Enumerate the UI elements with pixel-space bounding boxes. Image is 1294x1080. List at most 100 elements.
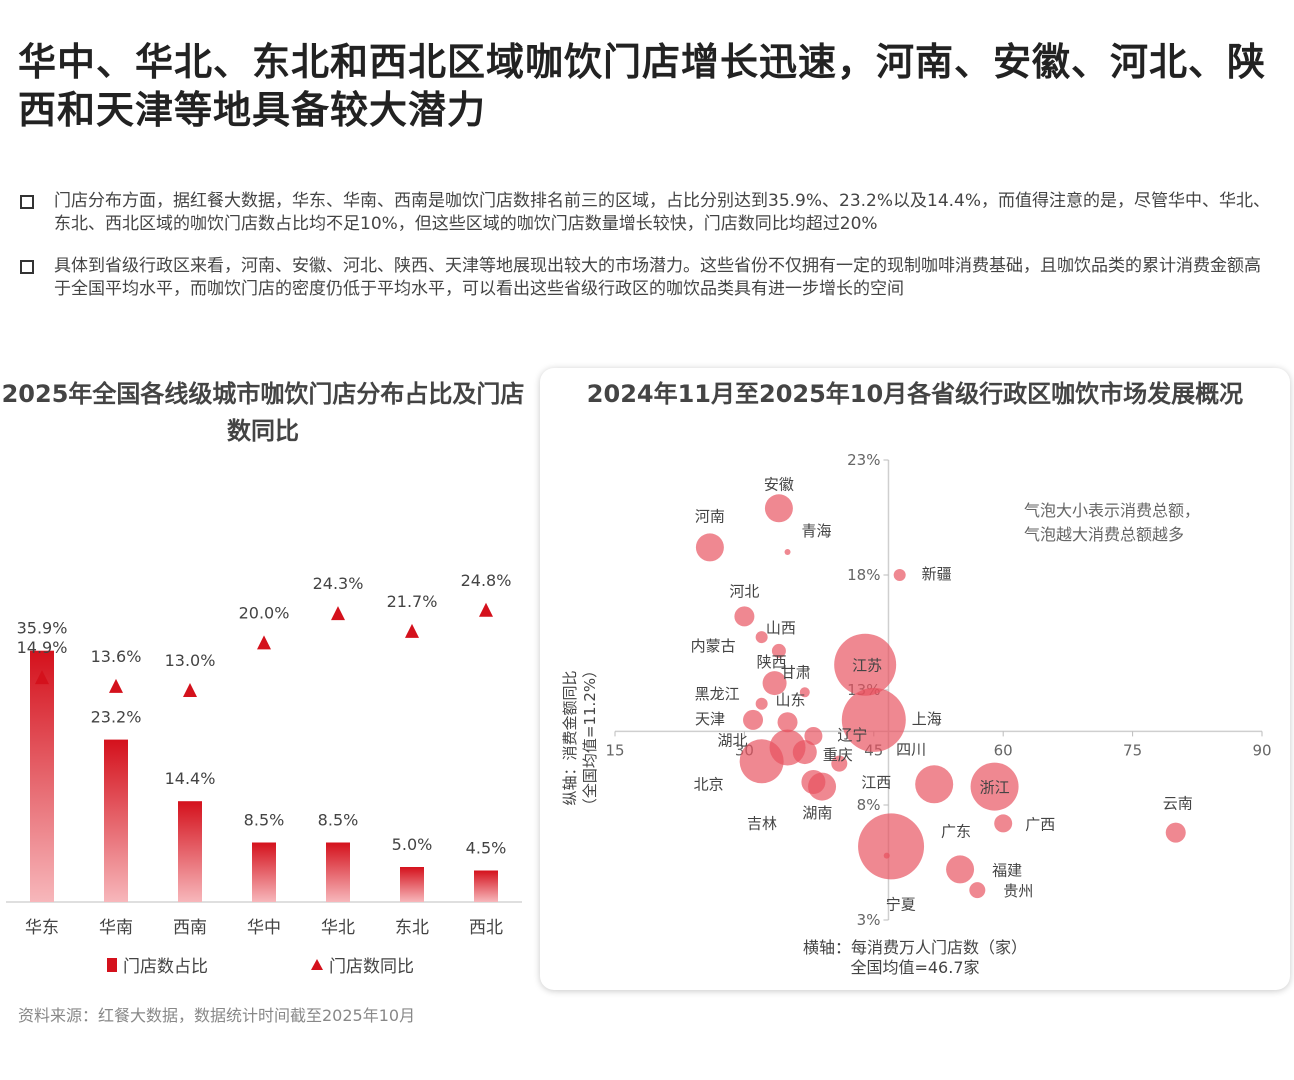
bubble xyxy=(970,762,1019,811)
bubble xyxy=(762,671,787,696)
bubble xyxy=(883,852,890,859)
bubble-label: 山西 xyxy=(766,619,796,637)
marker-value-label: 24.8% xyxy=(461,571,512,590)
bubble-label: 天津 xyxy=(695,710,725,728)
bubble xyxy=(801,770,826,794)
bubble xyxy=(771,643,786,658)
bubble xyxy=(764,494,793,523)
x-tick-label: 75 xyxy=(1123,741,1142,759)
bar xyxy=(326,842,350,902)
bar-value-label: 23.2% xyxy=(91,708,142,727)
bar xyxy=(474,870,498,902)
bar-value-label: 14.4% xyxy=(165,769,216,788)
bubble-label: 浙江 xyxy=(980,779,1010,797)
legend-marker-label: 门店数同比 xyxy=(329,957,414,977)
bubble xyxy=(792,740,817,765)
x-tick-label: 15 xyxy=(605,741,624,759)
bubble xyxy=(777,712,798,733)
bubble-label: 宁夏 xyxy=(886,896,916,914)
x-tick-label: 西南 xyxy=(173,918,207,938)
bubble-chart: 15304560759023%18%13%8%3%安徽青海河南新疆河北内蒙古山西… xyxy=(561,451,1272,977)
bubble-label: 河南 xyxy=(695,507,725,525)
bubble-label: 四川 xyxy=(896,740,926,758)
bubble xyxy=(893,569,906,581)
bubble-label: 北京 xyxy=(694,775,724,793)
bubble-label: 河北 xyxy=(729,582,759,600)
bubble-label: 广西 xyxy=(1025,815,1055,833)
bubble-label: 青海 xyxy=(802,522,832,540)
marker-value-label: 13.0% xyxy=(165,651,216,670)
growth-marker xyxy=(109,678,123,693)
bubble xyxy=(841,687,906,752)
bubble-label: 重庆 xyxy=(823,746,853,764)
bullet-text: 门店分布方面，据红餐大数据，华东、华南、西南是咖饮门店数排名前三的区域，占比分别… xyxy=(54,191,1271,234)
growth-marker xyxy=(479,602,493,617)
bubble-label: 甘肃 xyxy=(781,663,811,681)
bubble-label: 福建 xyxy=(992,861,1022,879)
bar-chart-title: 2025年全国各线级城市咖饮门店分布占比及门店数同比 xyxy=(0,376,526,450)
bubble xyxy=(695,533,724,562)
bar-value-label: 4.5% xyxy=(466,839,507,858)
bubble-chart-title-text: 2024年11月至2025年10月各省级行政区咖饮市场发展概况 xyxy=(586,380,1244,408)
bubble-label: 湖南 xyxy=(802,804,832,822)
source-note: 资料来源：红餐大数据，数据统计时间截至2025年10月 xyxy=(18,1006,416,1025)
y-axis-note: （全国均值=11.2%） xyxy=(581,663,599,813)
y-tick-label: 3% xyxy=(857,911,881,929)
bubble-label: 吉林 xyxy=(747,815,777,833)
y-tick-label: 18% xyxy=(847,566,880,584)
bubble xyxy=(804,727,823,745)
bubble-size-note: 气泡大小表示消费总额， xyxy=(1024,501,1200,520)
bar xyxy=(30,650,54,902)
bubble xyxy=(915,765,954,804)
growth-marker xyxy=(331,606,345,621)
bar xyxy=(400,867,424,902)
marker-value-label: 24.3% xyxy=(313,574,364,593)
legend-item-marker: 门店数同比 xyxy=(311,952,414,977)
bubble xyxy=(1165,822,1186,843)
legend-item-bar: 门店数占比 xyxy=(107,952,208,977)
x-tick-label: 60 xyxy=(994,741,1013,759)
bar-value-label: 8.5% xyxy=(244,811,285,830)
bubble-size-note: 气泡越大消费总额越多 xyxy=(1024,525,1184,544)
bar-value-label: 8.5% xyxy=(318,811,359,830)
x-tick-label: 华北 xyxy=(321,918,355,938)
bar-value-label: 5.0% xyxy=(392,835,433,854)
bubble-label: 江苏 xyxy=(852,657,882,675)
legend-bar-label: 门店数占比 xyxy=(123,957,208,977)
bar xyxy=(252,842,276,902)
marker-value-label: 20.0% xyxy=(239,603,290,622)
bar-chart-title-text: 2025年全国各线级城市咖饮门店分布占比及门店数同比 xyxy=(1,380,525,445)
bubble xyxy=(743,709,764,730)
legend-bar-swatch xyxy=(107,957,117,972)
bubble-label: 安徽 xyxy=(764,475,794,493)
marker-value-label: 14.9% xyxy=(17,638,68,657)
growth-marker xyxy=(35,670,49,685)
bubble xyxy=(799,687,810,698)
x-tick-label: 90 xyxy=(1252,741,1271,759)
marker-value-label: 13.6% xyxy=(91,647,142,666)
y-tick-label: 8% xyxy=(857,796,881,814)
bullet-item: 具体到省级行政区来看，河南、安徽、河北、陕西、天津等地展现出较大的市场潜力。这些… xyxy=(18,255,1276,301)
bubble-label: 上海 xyxy=(912,710,942,728)
bar-chart: 35.9%14.9% 华东 23.2% 13.6% 华南 14.4% 13.0% 西南 8.5%… xyxy=(6,571,522,938)
page-title: 华中、华北、东北和西北区域咖饮门店增长迅速，河南、安徽、河北、陕西和天津等地具备… xyxy=(18,40,1267,132)
bullet-item: 门店分布方面，据红餐大数据，华东、华南、西南是咖饮门店数排名前三的区域，占比分别… xyxy=(18,190,1276,236)
bubble xyxy=(969,882,986,899)
bubble-label: 湖北 xyxy=(718,732,748,750)
legend-triangle-icon xyxy=(311,959,323,970)
bubble-label: 陕西 xyxy=(757,653,787,671)
x-tick-label: 东北 xyxy=(395,918,429,938)
growth-marker xyxy=(257,635,271,650)
bubble xyxy=(994,814,1013,833)
bubble-label: 辽宁 xyxy=(837,726,867,744)
bullet-list: 门店分布方面，据红餐大数据，华东、华南、西南是咖饮门店数排名前三的区域，占比分别… xyxy=(18,190,1276,320)
bubble xyxy=(946,855,975,884)
y-axis-title: 纵轴：消费金额同比 xyxy=(561,670,579,805)
bubble-label: 云南 xyxy=(1163,795,1193,813)
bar xyxy=(104,739,128,902)
bubble-label: 新疆 xyxy=(922,565,952,583)
bubble xyxy=(834,633,897,696)
bubble-label: 黑龙江 xyxy=(695,685,740,703)
bubble-chart-title: 2024年11月至2025年10月各省级行政区咖饮市场发展概况 xyxy=(540,376,1290,413)
bubble-label: 贵州 xyxy=(1003,882,1033,900)
